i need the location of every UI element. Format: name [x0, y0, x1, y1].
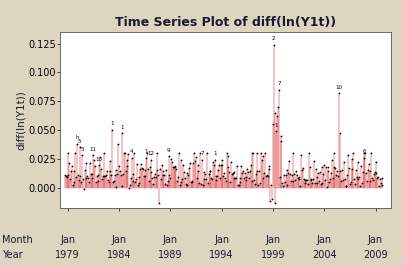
Text: 1994: 1994 — [209, 250, 234, 260]
Text: Jan: Jan — [265, 235, 280, 245]
Text: 2: 2 — [272, 36, 276, 41]
Text: 1984: 1984 — [107, 250, 131, 260]
Text: 2009: 2009 — [363, 250, 388, 260]
Text: 10: 10 — [335, 85, 342, 90]
Text: Jan: Jan — [317, 235, 332, 245]
Text: Jan: Jan — [163, 235, 178, 245]
Text: 10: 10 — [96, 157, 103, 162]
Text: Jan: Jan — [111, 235, 127, 245]
Text: Jan: Jan — [368, 235, 383, 245]
Text: Jan: Jan — [60, 235, 75, 245]
Text: 1979: 1979 — [55, 250, 80, 260]
Text: 2004: 2004 — [312, 250, 337, 260]
Text: 7: 7 — [200, 151, 204, 156]
Text: 4: 4 — [130, 149, 133, 154]
Title: Time Series Plot of diff(ln(Y1t)): Time Series Plot of diff(ln(Y1t)) — [115, 17, 336, 29]
Text: 1: 1 — [274, 123, 278, 128]
Text: 12: 12 — [147, 151, 154, 156]
Text: 5: 5 — [78, 139, 81, 144]
Text: 7: 7 — [277, 81, 280, 86]
Text: Year: Year — [2, 250, 23, 260]
Text: Month: Month — [2, 235, 33, 245]
Text: Jan: Jan — [214, 235, 229, 245]
Text: 1999: 1999 — [261, 250, 285, 260]
Text: 1: 1 — [110, 121, 114, 127]
Text: 1: 1 — [145, 149, 148, 154]
Text: 5: 5 — [81, 147, 84, 152]
Text: 11: 11 — [90, 147, 97, 152]
Text: 6: 6 — [363, 149, 366, 154]
Text: 1: 1 — [120, 125, 124, 130]
Text: 1: 1 — [213, 151, 216, 156]
Text: 1989: 1989 — [158, 250, 183, 260]
Text: 9: 9 — [167, 148, 170, 153]
Y-axis label: diff(ln(Y1t)): diff(ln(Y1t)) — [16, 90, 26, 150]
Text: h: h — [75, 135, 79, 140]
